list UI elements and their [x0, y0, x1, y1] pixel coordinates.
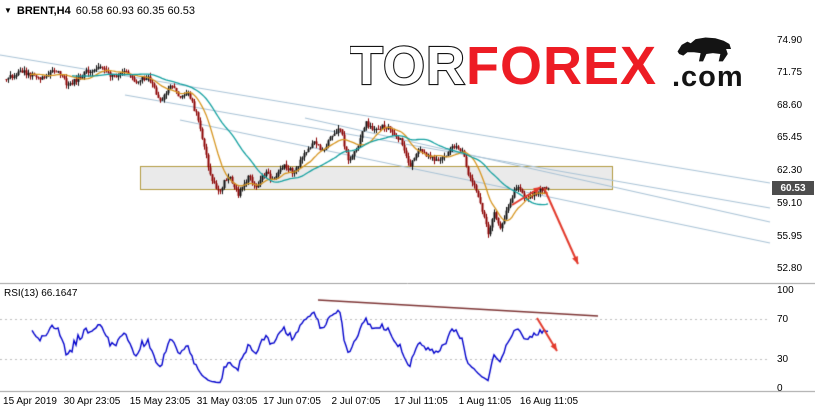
- time-axis-label: 30 Apr 23:05: [63, 396, 121, 407]
- logo-com-text: .com: [672, 61, 744, 93]
- price-axis-label: 65.45: [777, 132, 803, 144]
- ohlc-values-label: 60.58 60.93 60.35 60.53: [75, 5, 195, 17]
- price-axis-label: 68.60: [777, 99, 803, 111]
- chart-header: ▼ BRENT,H4 60.58 60.93 60.35 60.53: [4, 5, 195, 17]
- logo-right-block: .com: [672, 35, 744, 94]
- time-axis-label: 2 Jul 07:05: [331, 396, 381, 407]
- price-axis-label: 71.75: [777, 67, 803, 79]
- time-axis-label: 15 May 23:05: [129, 396, 191, 407]
- time-axis: 15 Apr 2019 30 Apr 23:05 15 May 23:05 31 Ma…: [0, 396, 770, 416]
- time-axis-label: 31 May 03:05: [196, 396, 258, 407]
- price-axis-label: 59.10: [777, 198, 803, 209]
- rsi-indicator-label: RSI(13) 66.1647: [4, 288, 78, 299]
- current-price-tag: 60.53: [772, 181, 814, 196]
- torforex-logo: TORFOREX .com: [350, 32, 744, 94]
- time-axis-label: 17 Jun 07:05: [263, 396, 321, 407]
- price-axis-label: 52.80: [777, 263, 803, 274]
- rsi-axis: 100 70 30 0: [770, 0, 815, 419]
- torforex-wordmark: TORFOREX: [350, 35, 657, 94]
- rsi-axis-label: 0: [777, 383, 783, 394]
- bear-icon: [677, 37, 732, 62]
- time-axis-label: 17 Jul 11:05: [394, 396, 448, 407]
- logo-tor-text: TOR: [350, 36, 466, 94]
- time-axis-label: 15 Apr 2019: [3, 396, 57, 407]
- rsi-axis-label: 70: [777, 314, 789, 326]
- symbol-timeframe-label: BRENT,H4: [16, 5, 71, 17]
- price-axis-label: 55.95: [777, 230, 803, 242]
- time-axis-label: 1 Aug 11:05: [458, 396, 512, 407]
- logo-forex-text: FOREX: [466, 36, 657, 94]
- svg-text:TORFOREX: TORFOREX: [350, 36, 657, 94]
- time-axis-label: 16 Aug 11:05: [519, 396, 579, 407]
- dropdown-triangle-icon[interactable]: ▼: [4, 6, 12, 15]
- price-axis-label: 62.30: [777, 164, 803, 176]
- rsi-axis-label: 30: [777, 353, 789, 365]
- price-axis: 74.90 71.75 68.60 65.45 62.30 59.10 55.95 52.80…: [770, 0, 815, 392]
- price-axis-label: 74.90: [777, 35, 803, 46]
- rsi-axis-label: 100: [777, 285, 794, 296]
